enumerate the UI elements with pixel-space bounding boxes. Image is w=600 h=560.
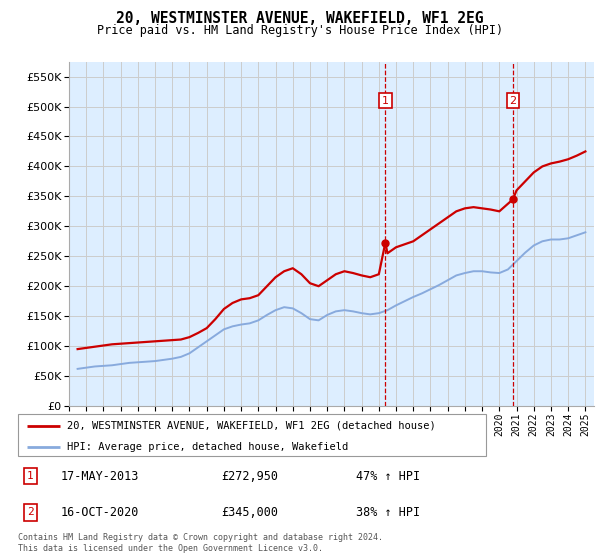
Text: 16-OCT-2020: 16-OCT-2020 bbox=[60, 506, 139, 519]
FancyBboxPatch shape bbox=[18, 414, 486, 456]
Text: 17-MAY-2013: 17-MAY-2013 bbox=[60, 469, 139, 483]
Text: 20, WESTMINSTER AVENUE, WAKEFIELD, WF1 2EG: 20, WESTMINSTER AVENUE, WAKEFIELD, WF1 2… bbox=[116, 11, 484, 26]
Text: £345,000: £345,000 bbox=[221, 506, 278, 519]
Text: Price paid vs. HM Land Registry's House Price Index (HPI): Price paid vs. HM Land Registry's House … bbox=[97, 24, 503, 36]
Text: 2: 2 bbox=[27, 507, 34, 517]
Text: 20, WESTMINSTER AVENUE, WAKEFIELD, WF1 2EG (detached house): 20, WESTMINSTER AVENUE, WAKEFIELD, WF1 2… bbox=[67, 421, 436, 431]
Text: 1: 1 bbox=[27, 471, 34, 481]
Text: Contains HM Land Registry data © Crown copyright and database right 2024.
This d: Contains HM Land Registry data © Crown c… bbox=[18, 533, 383, 553]
Text: 1: 1 bbox=[382, 96, 389, 105]
Text: £272,950: £272,950 bbox=[221, 469, 278, 483]
Text: 38% ↑ HPI: 38% ↑ HPI bbox=[356, 506, 421, 519]
Text: 2: 2 bbox=[509, 96, 517, 105]
Text: 47% ↑ HPI: 47% ↑ HPI bbox=[356, 469, 421, 483]
Text: HPI: Average price, detached house, Wakefield: HPI: Average price, detached house, Wake… bbox=[67, 442, 349, 452]
